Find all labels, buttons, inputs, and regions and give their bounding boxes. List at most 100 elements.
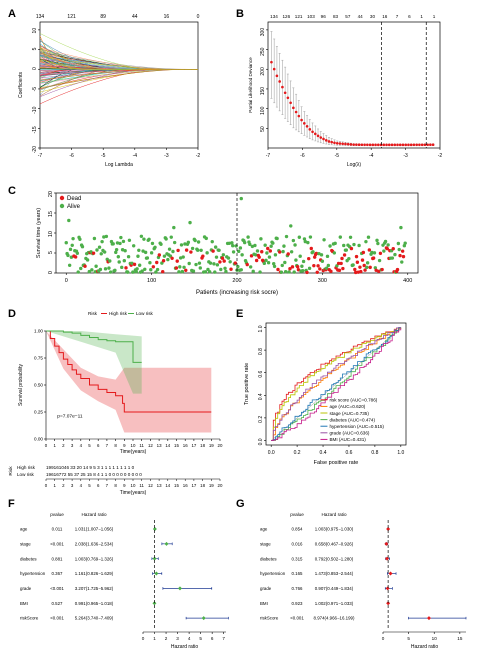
dead-point: [341, 266, 345, 271]
x-axis-tick-label: 12: [148, 443, 153, 448]
alive-point: [116, 255, 121, 259]
alive-point: [311, 250, 315, 254]
alive-point: [182, 265, 186, 269]
alive-point: [399, 225, 403, 230]
deviance-point: [385, 143, 388, 147]
top-axis-tick-label: 44: [132, 14, 138, 20]
x-axis-tick-label: 0: [142, 636, 145, 641]
alive-point: [219, 267, 223, 272]
dead-point: [354, 254, 359, 259]
deviance-point: [281, 85, 284, 89]
alive-point: [317, 251, 321, 256]
hr-marker: [201, 616, 206, 621]
alive-point: [167, 247, 172, 251]
deviance-point: [407, 143, 410, 147]
deviance-point: [275, 74, 279, 78]
x-axis-tick-label: 0.8: [371, 450, 378, 456]
alive-point: [159, 242, 163, 246]
variable-name: hypertension: [260, 571, 286, 576]
alive-point: [262, 261, 267, 266]
deviance-point: [379, 143, 383, 147]
alive-point: [213, 270, 217, 274]
alive-point: [280, 263, 284, 268]
pvalue-value: <0.001: [50, 541, 64, 546]
risk-table-x-tick-label: 1: [53, 483, 56, 488]
deviance-point: [398, 143, 402, 147]
x-axis-tick-label: 0.0: [268, 450, 275, 456]
risk-table-x-tick-label: 9: [123, 483, 126, 488]
hr-value: 1.002(0.971−1.033): [315, 601, 354, 606]
dead-point: [385, 246, 389, 251]
legend-label: diabetes (AUC=0.474): [329, 417, 375, 422]
deviance-point: [322, 137, 325, 141]
alive-point: [127, 238, 132, 242]
deviance-point: [308, 128, 312, 131]
x-axis-tick-label: -2: [438, 153, 443, 159]
alive-point: [366, 235, 371, 239]
alive-point: [370, 250, 374, 255]
pvalue-column-header: pvalue: [290, 512, 304, 517]
deviance-point: [300, 118, 303, 122]
alive-point: [307, 266, 312, 271]
hr-value: 1.031(1.007−1.056): [75, 527, 114, 532]
alive-point: [114, 250, 118, 255]
deviance-point: [420, 143, 424, 147]
alive-point: [377, 258, 382, 263]
roc-curve: [271, 327, 402, 441]
dead-point: [359, 269, 363, 274]
hr-value: 1.473(0.853−2.544): [315, 571, 354, 576]
alive-point: [76, 270, 80, 274]
coefficient-path: [39, 69, 198, 89]
alive-point: [199, 248, 203, 252]
roc-curve: [271, 327, 402, 441]
alive-point: [94, 264, 98, 268]
hr-marker: [152, 601, 157, 606]
alive-point: [197, 261, 202, 265]
deviance-point: [316, 134, 320, 138]
y-axis-tick-label: 0.8: [258, 348, 264, 355]
alive-point: [172, 240, 177, 245]
dead-point: [189, 250, 193, 254]
top-axis-tick-label: 44: [358, 14, 364, 19]
deviance-point: [286, 96, 290, 100]
y-axis-tick-label: 50: [260, 126, 266, 132]
alive-point: [183, 242, 187, 246]
y-axis-tick-label: 0: [48, 271, 54, 274]
dead-point: [254, 258, 259, 263]
alive-point: [212, 262, 216, 266]
x-axis-tick-label: 14: [165, 443, 170, 448]
alive-point: [68, 247, 73, 252]
alive-point: [130, 261, 134, 265]
pvalue-value: 0.016: [292, 541, 304, 546]
y-axis-tick-label: -10: [32, 106, 38, 113]
dead-point: [329, 269, 333, 273]
alive-point: [365, 261, 370, 265]
dead-point: [371, 256, 376, 260]
risk-table-x-tick-label: 11: [139, 483, 144, 488]
alive-point: [126, 270, 130, 274]
top-axis-tick-label: 134: [270, 14, 278, 19]
plot-frame: [267, 21, 441, 149]
alive-point: [134, 270, 138, 274]
x-axis-tick-label: 15: [174, 443, 179, 448]
pvalue-value: <0.001: [50, 616, 64, 621]
alive-point: [111, 242, 115, 246]
top-axis-tick-label: 96: [321, 14, 327, 19]
alive-point: [214, 255, 219, 259]
legend-low-label: Low risk: [136, 311, 154, 316]
dead-point: [290, 265, 295, 269]
x-axis-tick-label: -6: [300, 153, 305, 159]
risk-table-x-tick-label: 12: [148, 483, 153, 488]
alive-point: [142, 237, 146, 241]
roc-curve: [271, 327, 401, 441]
hr-marker: [384, 541, 389, 546]
deviance-point: [363, 143, 366, 147]
dead-point: [391, 247, 395, 251]
dead-point: [175, 259, 179, 263]
risk-table-axis-label: Risk: [8, 466, 14, 476]
alive-point: [226, 256, 231, 260]
x-axis-tick-label: 5: [88, 443, 91, 448]
dead-point: [363, 268, 367, 272]
y-axis-tick-label: 0.2: [258, 416, 264, 423]
alive-point: [198, 266, 202, 270]
